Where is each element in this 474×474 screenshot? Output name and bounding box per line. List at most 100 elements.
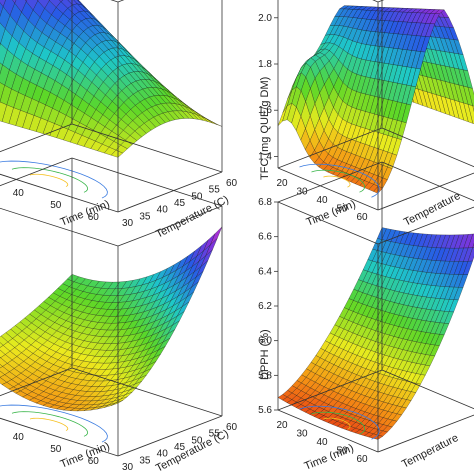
- z-tick-label: 6.4: [258, 266, 272, 277]
- box-edge: [277, 409, 379, 453]
- box-edge: [377, 206, 474, 245]
- box-edge: [277, 127, 383, 169]
- floor-contour: [323, 175, 351, 188]
- z-axis-label: DPPH (%): [259, 329, 271, 380]
- box-edge: [0, 123, 73, 153]
- surface-mesh: [277, 227, 474, 440]
- box-edge: [0, 367, 73, 397]
- box-edge: [117, 171, 223, 213]
- floor-contour: [11, 411, 89, 437]
- z-tick-labels: 5.6 5.8 6.0 6.2 6.4 6.6 6.8: [258, 197, 278, 416]
- y-tick-label: 50: [191, 191, 203, 202]
- axes-box: [0, 0, 223, 213]
- z-tick-labels: 1.41.61.82.02.2: [258, 13, 278, 162]
- box-edge: [381, 161, 474, 202]
- box-edge: [0, 207, 119, 247]
- x-tick-label: 60: [88, 456, 100, 467]
- x-tick-label: 60: [356, 212, 368, 223]
- x-tick-label: 40: [316, 437, 328, 448]
- x-tick-label: 30: [296, 429, 308, 440]
- z-tick-label: 5.6: [258, 405, 272, 416]
- surface-facet: [12, 0, 17, 4]
- x-tick-label: 40: [13, 188, 25, 199]
- x-tick-label: 60: [356, 454, 368, 465]
- y-tick-label: 55: [209, 185, 221, 196]
- y-tick-label: 60: [226, 422, 238, 433]
- box-edge: [277, 369, 383, 411]
- z-tick-label: 6.0: [258, 336, 272, 347]
- box-edge: [117, 205, 223, 247]
- x-tick-label: 30: [296, 187, 308, 198]
- y-tick-label: 55: [209, 429, 221, 440]
- y-tick-labels: 30 35 40 45 50 55 60: [122, 422, 238, 473]
- surface-mesh: [0, 226, 223, 412]
- box-edge: [71, 157, 223, 207]
- y-tick-label: 30: [122, 218, 134, 229]
- floor-contour: [0, 160, 108, 199]
- x-tick-label: 50: [336, 445, 348, 456]
- x-tick-labels: 20 30 40 50 60: [276, 178, 368, 223]
- box-edge: [117, 415, 223, 457]
- y-tick-label: 40: [157, 449, 169, 460]
- box-edge: [0, 157, 73, 187]
- floor-contour: [311, 411, 366, 435]
- z-tick-label: 2.0: [258, 13, 272, 24]
- floor-contour: [323, 417, 351, 430]
- box-edge: [277, 167, 379, 211]
- z-tick-label: 1.6: [258, 105, 272, 116]
- x-tick-label: 40: [316, 195, 328, 206]
- z-tick-label: 1.8: [258, 59, 272, 70]
- x-axis-label: Time (min): [59, 440, 112, 471]
- box-edge: [0, 417, 119, 457]
- x-tick-label: 50: [336, 203, 348, 214]
- surface-facet: [210, 226, 223, 245]
- surface-facet: [111, 400, 123, 406]
- floor-contour: [299, 405, 380, 440]
- z-tick-label: 5.8: [258, 370, 272, 381]
- x-tick-labels: 20 30 40 50 60: [276, 420, 368, 465]
- x-tick-label: 40: [13, 432, 25, 443]
- box-edge: [381, 369, 474, 410]
- y-tick-label: 40: [157, 205, 169, 216]
- floor-contour: [311, 169, 366, 193]
- x-tick-label: 60: [88, 212, 100, 223]
- z-tick-label: 6.6: [258, 232, 272, 243]
- x-axis-label: Time (min): [303, 442, 356, 473]
- box-edge: [71, 367, 223, 417]
- x-tick-label: 50: [50, 200, 62, 211]
- floor-contour: [29, 173, 69, 187]
- box-edge: [377, 414, 474, 453]
- box-edge: [277, 161, 383, 203]
- axes-box: [0, 157, 223, 457]
- box-edge: [377, 172, 474, 211]
- x-tick-label: 20: [276, 420, 288, 431]
- axes-box: [277, 0, 474, 211]
- box-edge: [277, 201, 379, 245]
- y-tick-label: 60: [226, 178, 238, 189]
- y-tick-label: 35: [139, 455, 151, 466]
- x-tick-label: 50: [50, 444, 62, 455]
- x-tick-label: 20: [276, 178, 288, 189]
- box-edge: [372, 0, 379, 3]
- surface-facet: [59, 0, 64, 2]
- surface-facet: [110, 149, 124, 158]
- y-tick-label: 45: [174, 442, 186, 453]
- z-tick-label: 6.8: [258, 197, 272, 208]
- y-tick-label: 50: [191, 435, 203, 446]
- z-tick-label: 1.4: [258, 151, 272, 162]
- box-edge: [117, 0, 125, 3]
- surface-mesh: [0, 0, 223, 158]
- floor-contour: [0, 404, 108, 443]
- z-tick-label: 6.2: [258, 301, 272, 312]
- box-edge: [0, 173, 119, 213]
- y-tick-labels: 30 35 40 45 50 55 60: [122, 178, 238, 229]
- y-tick-label: 45: [174, 198, 186, 209]
- surface-facet: [0, 0, 6, 8]
- floor-contour: [29, 417, 69, 431]
- y-tick-label: 35: [139, 211, 151, 222]
